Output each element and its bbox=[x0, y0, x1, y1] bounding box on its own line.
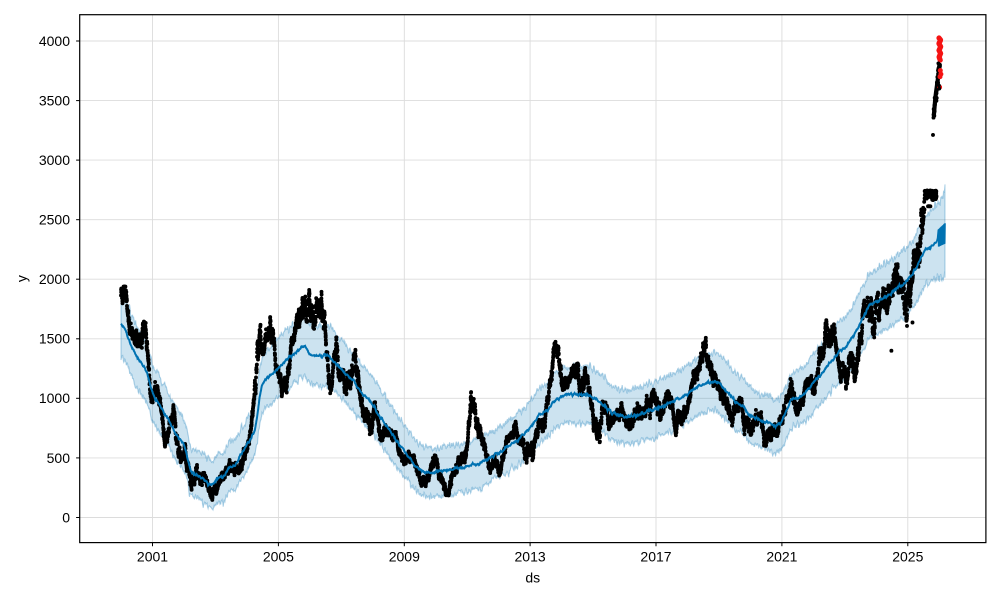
svg-text:2013: 2013 bbox=[515, 549, 546, 565]
svg-text:2000: 2000 bbox=[39, 271, 70, 287]
svg-text:2017: 2017 bbox=[640, 549, 671, 565]
svg-text:1000: 1000 bbox=[39, 390, 70, 406]
svg-text:0: 0 bbox=[62, 509, 70, 525]
svg-text:2500: 2500 bbox=[39, 212, 70, 228]
svg-text:2025: 2025 bbox=[892, 549, 923, 565]
svg-text:1500: 1500 bbox=[39, 331, 70, 347]
svg-text:2021: 2021 bbox=[766, 549, 797, 565]
svg-text:500: 500 bbox=[47, 450, 71, 466]
svg-text:3000: 3000 bbox=[39, 152, 70, 168]
svg-text:2009: 2009 bbox=[389, 549, 420, 565]
svg-text:y: y bbox=[14, 275, 30, 282]
svg-text:ds: ds bbox=[525, 569, 540, 585]
svg-text:3500: 3500 bbox=[39, 93, 70, 109]
svg-text:2001: 2001 bbox=[137, 549, 168, 565]
svg-text:2005: 2005 bbox=[263, 549, 294, 565]
svg-text:4000: 4000 bbox=[39, 33, 70, 49]
